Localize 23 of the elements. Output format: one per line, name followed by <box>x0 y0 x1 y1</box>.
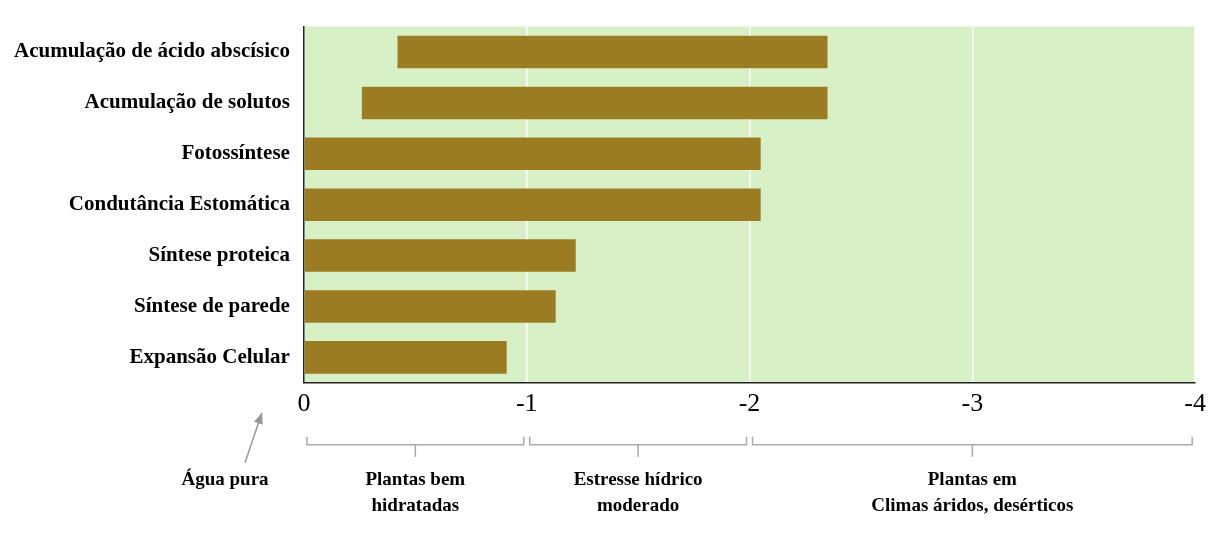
y-tick-label: Fotossíntese <box>181 140 290 165</box>
bar <box>304 137 761 171</box>
text: Plantas em Climas áridos, desérticos <box>871 468 1074 516</box>
x-tick-label: -3 <box>961 388 984 418</box>
text: Estresse hídrico moderado <box>573 468 703 516</box>
y-tick-label: Síntese proteica <box>148 242 291 267</box>
y-tick-label: Acumulação de ácido abscísico <box>13 38 290 63</box>
bar <box>397 35 828 69</box>
x-tick-label: 0 <box>297 388 311 418</box>
text: Plantas bem hidratadas <box>365 468 466 516</box>
x-tick-label: -4 <box>1184 388 1207 418</box>
bar <box>304 290 556 323</box>
y-tick-label: Síntese de parede <box>133 292 290 317</box>
bar <box>304 188 761 221</box>
bar <box>361 86 828 120</box>
text: Água pura <box>181 468 270 490</box>
y-tick-label: Expansão Celular <box>129 343 290 368</box>
x-tick-label: -2 <box>738 388 761 418</box>
y-tick-label: Acumulação de solutos <box>84 89 290 114</box>
bar <box>304 341 507 374</box>
bar <box>304 239 576 272</box>
y-tick-label: Condutância Estomática <box>68 191 291 216</box>
x-tick-label: -1 <box>515 388 538 418</box>
